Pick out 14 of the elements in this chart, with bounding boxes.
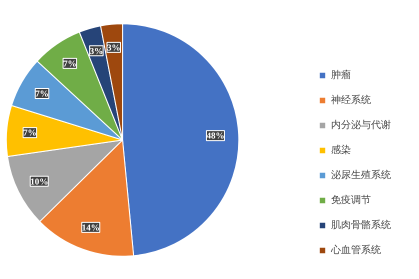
data-label: 7%	[23, 128, 37, 138]
legend-label: 心血管系统	[331, 244, 381, 257]
data-label: 3%	[90, 46, 104, 56]
legend-label: 肿瘤	[331, 68, 351, 82]
data-label: 7%	[35, 88, 49, 98]
legend-label: 神经系统	[331, 94, 371, 107]
legend-label: 免疫调节	[331, 194, 371, 207]
legend-label: 泌尿生殖系统	[331, 168, 391, 182]
legend-label: 内分泌与代谢	[331, 118, 391, 132]
legend-label: 肌肉骨骼系统	[331, 218, 391, 232]
data-label: 14%	[82, 222, 100, 232]
data-label: 7%	[63, 58, 77, 68]
legend-label: 感染	[331, 144, 351, 157]
data-label: 10%	[30, 176, 48, 186]
